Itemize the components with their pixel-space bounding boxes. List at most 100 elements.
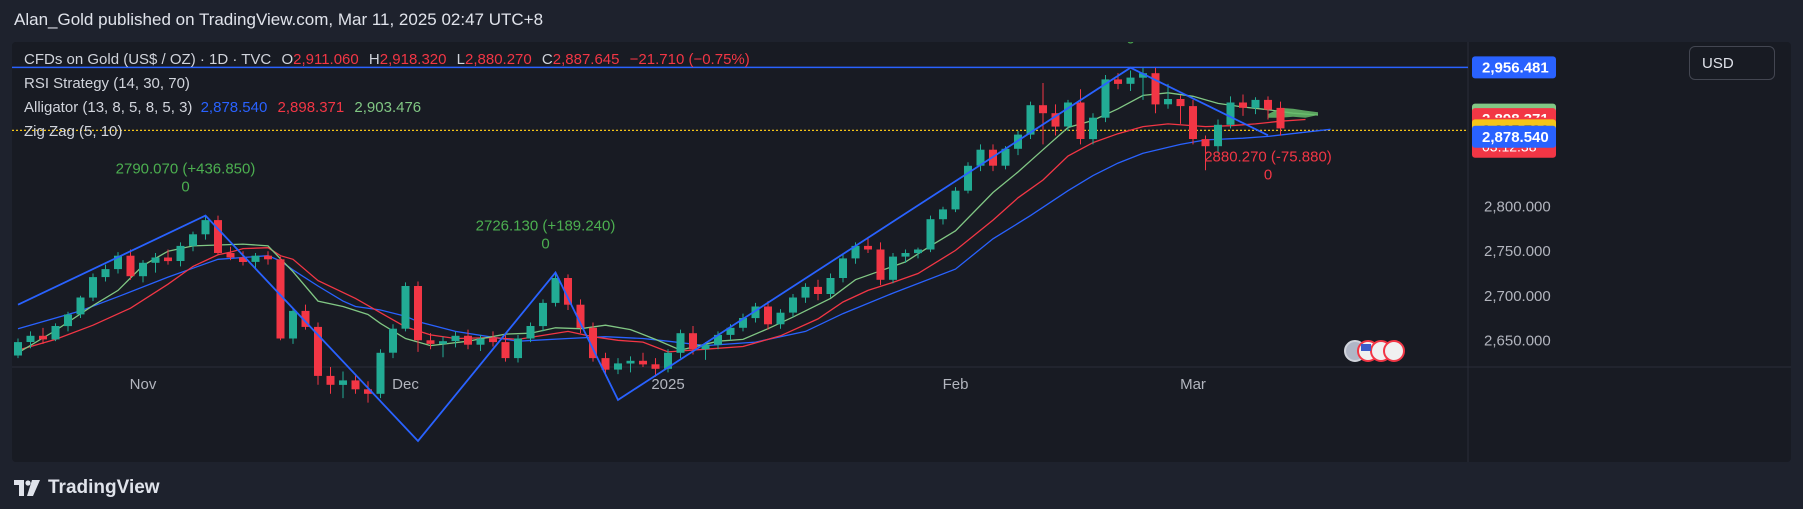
candle-body[interactable] [139,262,147,277]
zigzag-indicator-label[interactable]: Zig Zag (5, 10) [24,123,123,140]
candle-body[interactable] [176,245,185,261]
candle-body[interactable] [714,334,722,345]
candle-body[interactable] [164,257,172,262]
candle-body[interactable] [1014,134,1022,149]
candle-body[interactable] [764,306,772,325]
candle-body[interactable] [676,333,685,353]
candle-body[interactable] [1076,102,1085,140]
candle-body[interactable] [301,310,310,327]
candle-body[interactable] [1101,79,1110,118]
candle-body[interactable] [689,333,697,350]
candle-body[interactable] [976,149,985,166]
candle-body[interactable] [701,344,710,350]
price-tag-horizontal-line[interactable] [1472,56,1556,79]
currency-button[interactable]: USD [1689,46,1775,80]
candle-body[interactable] [526,326,535,339]
candle-body[interactable] [576,304,585,328]
candle-body[interactable] [514,338,522,359]
candle-body[interactable] [751,306,760,319]
candle-body[interactable] [289,310,297,339]
candle-body[interactable] [201,220,210,235]
candle-body[interactable] [614,363,622,370]
candle-body[interactable] [1201,139,1210,147]
candle-body[interactable] [476,338,485,345]
candle-body[interactable] [389,328,397,353]
legend-rsi-row[interactable]: RSI Strategy (14, 30, 70) [24,72,750,96]
candle-body[interactable] [114,255,122,270]
candle-body[interactable] [1139,73,1147,78]
candle-body[interactable] [1264,99,1272,110]
candle-body[interactable] [314,326,322,376]
candle-body[interactable] [51,326,60,340]
candle-body[interactable] [189,234,197,246]
candle-body[interactable] [326,375,335,385]
candle-body[interactable] [801,286,810,298]
candle-body[interactable] [914,249,922,254]
candle-body[interactable] [426,340,435,344]
candle-body[interactable] [251,255,260,262]
candle-body[interactable] [76,297,85,315]
candle-body[interactable] [1189,106,1197,139]
candle-body[interactable] [1026,105,1035,135]
candle-body[interactable] [739,318,747,328]
candle-body[interactable] [839,258,847,278]
candle-body[interactable] [1064,102,1072,127]
candle-body[interactable] [64,314,72,327]
events-flags[interactable] [1344,340,1405,362]
candle-body[interactable] [276,259,285,339]
candle-body[interactable] [814,286,822,294]
candle-body[interactable] [1176,99,1185,107]
candle-body[interactable] [489,338,497,343]
candle-body[interactable] [89,277,97,298]
candle-body[interactable] [1251,99,1260,108]
candle-body[interactable] [589,327,597,359]
candle-body[interactable] [726,327,735,335]
symbol-title[interactable]: CFDs on Gold (US$ / OZ) · 1D · TVC [24,51,272,68]
candle-body[interactable] [264,255,272,260]
candle-body[interactable] [626,360,635,364]
candle-body[interactable] [951,190,960,210]
candle-body[interactable] [464,335,472,345]
candle-body[interactable] [501,342,510,359]
legend-symbol-row[interactable]: CFDs on Gold (US$ / OZ) · 1D · TVC O2,91… [24,48,750,72]
candle-body[interactable] [1151,73,1160,105]
candle-body[interactable] [826,278,835,294]
candle-body[interactable] [639,360,647,365]
candle-body[interactable] [101,269,110,278]
candle-body[interactable] [1089,117,1097,140]
candle-body[interactable] [364,389,372,394]
alligator-indicator-label[interactable]: Alligator (13, 8, 5, 8, 5, 3) [24,99,193,116]
candle-body[interactable] [1239,102,1247,108]
candle-body[interactable] [564,278,572,305]
candle-body[interactable] [1051,113,1060,127]
candle-body[interactable] [1164,99,1172,105]
candle-body[interactable] [451,335,460,342]
candle-body[interactable] [39,335,47,340]
candle-body[interactable] [439,341,447,344]
event-marker-icon[interactable] [1383,340,1405,362]
legend-alligator-row[interactable]: Alligator (13, 8, 5, 8, 5, 3) 2,878.540 … [24,96,750,120]
candle-body[interactable] [1276,107,1285,129]
candle-body[interactable] [151,257,160,263]
candle-body[interactable] [601,358,610,370]
candle-body[interactable] [926,219,935,250]
candle-body[interactable] [901,253,910,257]
candle-body[interactable] [1214,124,1222,147]
candle-body[interactable] [239,257,247,263]
candle-body[interactable] [651,364,660,369]
candle-body[interactable] [214,220,222,253]
candle-body[interactable] [1226,102,1235,125]
candle-body[interactable] [889,256,897,280]
candle-body[interactable] [864,245,872,250]
candle-body[interactable] [776,312,785,325]
candle-body[interactable] [1039,105,1047,114]
candle-body[interactable] [551,278,560,303]
candle-body[interactable] [539,302,547,327]
candle-body[interactable] [226,253,235,258]
price-tag-jaw[interactable] [1472,125,1556,148]
rsi-indicator-label[interactable]: RSI Strategy (14, 30, 70) [24,75,190,92]
candle-body[interactable] [14,342,22,356]
candle-body[interactable] [789,297,797,313]
candle-body[interactable] [26,335,35,342]
candle-body[interactable] [964,165,972,191]
